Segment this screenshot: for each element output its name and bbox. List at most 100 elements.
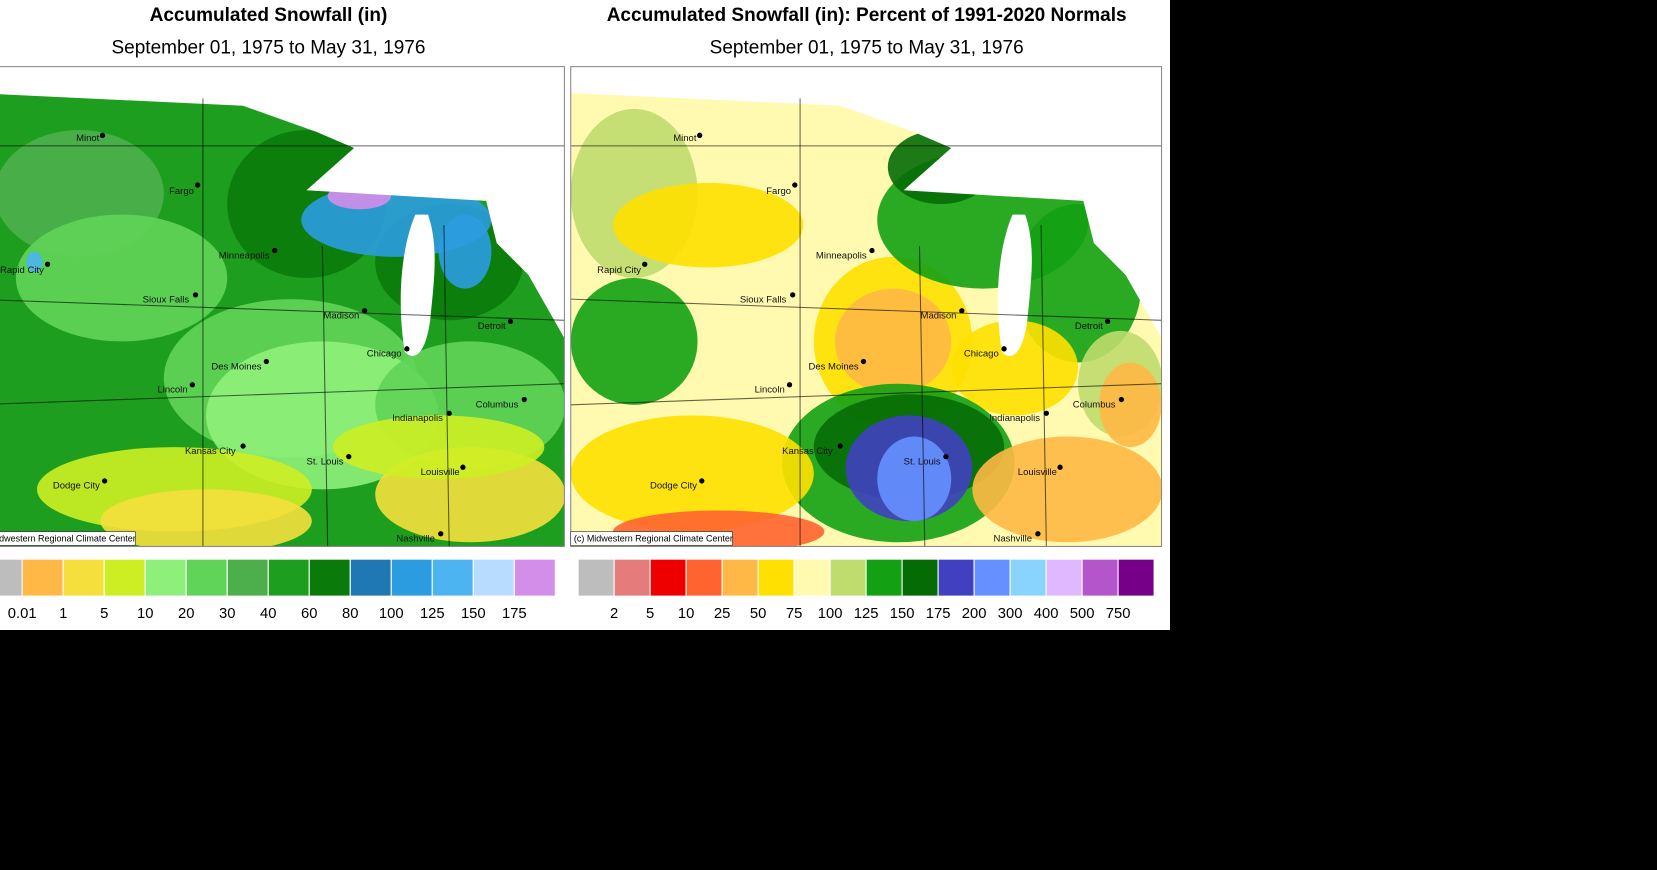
panel-title: Accumulated Snowfall (in): [150, 5, 388, 26]
city-label: Sioux Falls: [740, 295, 787, 306]
city-label: Nashville: [396, 534, 435, 545]
legend-label: 125: [420, 606, 445, 622]
shade-region: [877, 436, 952, 522]
city-dot: [697, 132, 703, 138]
city-dot: [521, 396, 527, 403]
legend-label: 300: [998, 606, 1023, 622]
city-dot: [44, 261, 51, 267]
legend-swatch: [431, 558, 474, 597]
map-shading: Minot Fargo Minneapolis Rapid City Sioux Fal…: [0, 66, 565, 547]
city-label: Lincoln: [157, 385, 187, 396]
legend-label: 60: [301, 606, 317, 622]
legend-swatch: [1081, 558, 1119, 597]
city-label: Des Moines: [809, 361, 859, 372]
shade-region: [613, 182, 804, 268]
panel-subtitle: September 01, 1975 to May 31, 1976: [111, 38, 425, 59]
city-dot: [1057, 464, 1063, 470]
legend-swatch: [267, 558, 310, 597]
legend-swatch: [103, 558, 146, 597]
city-dot: [642, 261, 648, 267]
city-dot: [699, 478, 705, 484]
city-label: Minot: [76, 133, 100, 144]
city-dot: [361, 308, 368, 314]
legend-label: 100: [818, 606, 843, 622]
legend-label: 200: [962, 606, 987, 622]
city-label: Kansas City: [185, 446, 236, 457]
map-panel: Minot Fargo Minneapolis Rapid City Sioux Fal…: [0, 66, 565, 547]
legend-label: 5: [100, 606, 108, 622]
legend-label: 5: [646, 606, 654, 622]
credit: (c) Midwestern Regional Climate Center: [0, 533, 136, 543]
legend-swatch: [0, 558, 23, 597]
city-dot: [1105, 318, 1111, 324]
legend-label: 750: [1106, 606, 1131, 622]
legend-label: 10: [137, 606, 153, 622]
state-line: [570, 383, 1162, 406]
city-label: Minneapolis: [219, 250, 270, 261]
map-frame: [570, 66, 1163, 547]
map-frame: [0, 66, 565, 547]
legend-swatch: [901, 558, 939, 597]
legend-swatch: [973, 558, 1011, 597]
shade-region: [26, 251, 43, 273]
legend-label: 150: [461, 606, 486, 622]
legend-swatch: [757, 558, 795, 597]
state-line: [918, 246, 926, 547]
legend-swatch: [1009, 558, 1047, 597]
city-label: Columbus: [1073, 399, 1116, 410]
shade-region: [570, 415, 814, 532]
city-dot: [404, 346, 410, 352]
city-dot: [460, 464, 466, 470]
map-shading: Minot Fargo Minneapolis Rapid City Sioux Fal…: [570, 66, 1162, 547]
legend-swatch: [390, 558, 433, 597]
legend-swatch: [1045, 558, 1083, 597]
state-line: [0, 299, 565, 321]
shade-region: [332, 415, 545, 479]
city-label: Columbus: [476, 399, 519, 410]
city-dot: [1001, 346, 1007, 352]
legend-label: 2: [610, 606, 618, 622]
city-label: Sioux Falls: [143, 295, 190, 306]
city-label: Detroit: [1075, 321, 1103, 332]
legend-label: 500: [1070, 606, 1095, 622]
city-dot: [1118, 396, 1125, 403]
city-dot: [790, 292, 796, 298]
city-dot: [860, 358, 867, 365]
panel-subtitle: September 01, 1975 to May 31, 1976: [710, 38, 1024, 59]
city-label: Rapid City: [597, 265, 641, 276]
city-label: Indianapolis: [989, 413, 1040, 424]
legend-label: 175: [502, 606, 527, 622]
city-dot: [99, 132, 106, 138]
city-label: Minot: [673, 133, 697, 144]
legend-label: 40: [260, 606, 276, 622]
city-dot: [1035, 531, 1041, 537]
legend-swatch: [613, 558, 651, 597]
legend-swatch: [1117, 558, 1155, 597]
canada-area: [0, 66, 565, 339]
city-dot: [943, 453, 949, 460]
city-dot: [240, 443, 246, 449]
legend-swatch: [62, 558, 105, 597]
legend-label: 175: [926, 606, 951, 622]
legend-label: 125: [854, 606, 879, 622]
legend-swatch: [513, 558, 556, 597]
legend-label: 75: [786, 606, 802, 622]
city-dot: [272, 247, 278, 254]
legend-swatch: [472, 558, 515, 597]
city-dot: [189, 382, 195, 388]
legend-swatch: [793, 558, 831, 597]
map-panel: Minot Fargo Minneapolis Rapid City Sioux Fal…: [570, 66, 1163, 547]
city-label: Madison: [323, 311, 359, 322]
shade-region: [972, 436, 1162, 543]
legend-label: 10: [678, 606, 694, 622]
legend-label: 0.01: [8, 606, 37, 622]
city-dot: [959, 308, 965, 314]
shade-region: [100, 489, 312, 547]
legend-label: 20: [178, 606, 194, 622]
city-label: Dodge City: [650, 481, 697, 492]
legend-swatch: [937, 558, 975, 597]
city-label: Fargo: [169, 186, 194, 197]
legend-label: 400: [1034, 606, 1059, 622]
legend-swatch: [349, 558, 392, 597]
